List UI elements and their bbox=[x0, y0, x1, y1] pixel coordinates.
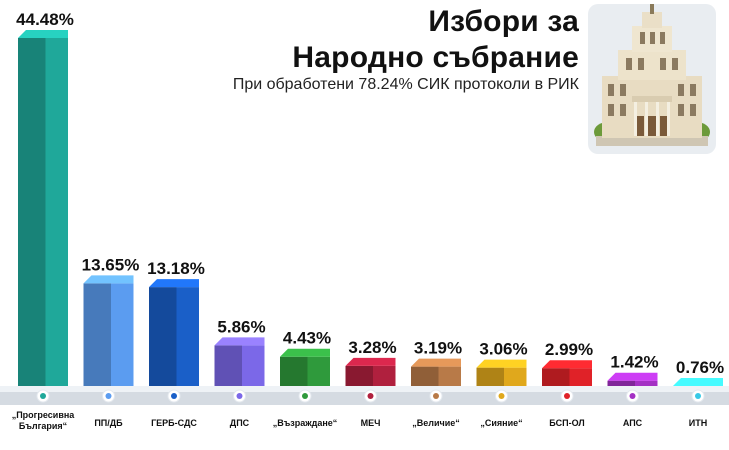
bar-top-face bbox=[18, 30, 68, 38]
bar-right-face bbox=[504, 367, 527, 392]
bar-left-face bbox=[214, 345, 242, 392]
bar-right-face bbox=[45, 38, 68, 392]
category-label: „Величие“ bbox=[412, 418, 460, 428]
category-label: ГЕРБ-СДС bbox=[151, 418, 197, 428]
bar-left-face bbox=[18, 38, 46, 392]
bar-right-face bbox=[307, 356, 330, 392]
bar-value-label: 13.65% bbox=[82, 255, 140, 274]
category-label: АПС bbox=[623, 418, 643, 428]
bar-value-label: 1.42% bbox=[610, 353, 658, 372]
bar-value-label: 3.19% bbox=[414, 339, 462, 358]
chart-title-line1: Избори за bbox=[428, 5, 579, 38]
category-label: ДПС bbox=[230, 418, 250, 428]
marker-dot bbox=[302, 393, 308, 399]
bar-top-face bbox=[542, 360, 592, 369]
marker-dot bbox=[236, 393, 243, 399]
category-label: ПП/ДБ bbox=[94, 418, 123, 428]
bar-value-label: 13.18% bbox=[147, 259, 205, 278]
bar-right-face bbox=[111, 283, 134, 392]
marker-dot bbox=[695, 393, 701, 399]
category-label: БСП-ОЛ bbox=[549, 418, 584, 428]
bar-top-face bbox=[83, 275, 134, 284]
bar-value-label: 44.48% bbox=[16, 10, 74, 29]
marker-dot bbox=[105, 393, 112, 399]
bar-value-label: 3.28% bbox=[348, 338, 396, 357]
bar-right-face bbox=[176, 287, 199, 392]
bar bbox=[83, 275, 134, 392]
marker-dot bbox=[433, 393, 439, 399]
bar-left-face bbox=[83, 283, 111, 392]
category-label: „Възраждане“ bbox=[273, 418, 338, 428]
marker-dot bbox=[171, 393, 177, 399]
bar-value-label: 2.99% bbox=[545, 340, 593, 359]
marker-dot bbox=[629, 393, 636, 399]
bar-top-face bbox=[411, 358, 461, 367]
chart-title-line2: Народно събрание bbox=[292, 41, 579, 74]
marker-dot bbox=[367, 393, 374, 399]
bar-value-label: 4.43% bbox=[283, 329, 331, 348]
bar-right-face bbox=[438, 366, 461, 392]
category-label: България“ bbox=[19, 421, 67, 431]
marker-dot bbox=[564, 393, 570, 399]
parliament-building-icon bbox=[588, 4, 716, 154]
bar bbox=[280, 348, 330, 392]
bar-right-face bbox=[242, 345, 265, 392]
marker-dot bbox=[40, 393, 46, 399]
bar-top-face bbox=[345, 357, 396, 366]
bar-value-label: 0.76% bbox=[676, 358, 724, 377]
chart-subtitle: При обработени 78.24% СИК протоколи в РИ… bbox=[232, 76, 579, 93]
chart-base-top bbox=[0, 386, 729, 392]
bar-top-face bbox=[476, 359, 527, 368]
bar-top-face bbox=[214, 337, 265, 346]
bar-top-face bbox=[673, 377, 723, 386]
bar bbox=[149, 279, 199, 392]
bar-right-face bbox=[373, 365, 396, 392]
bar bbox=[214, 337, 265, 392]
marker-dot bbox=[498, 393, 505, 399]
category-label: МЕЧ bbox=[361, 418, 381, 428]
bar bbox=[18, 30, 68, 392]
bar-top-face bbox=[149, 279, 199, 288]
category-label: „Сияние“ bbox=[480, 418, 522, 428]
category-label: ИТН bbox=[689, 418, 707, 428]
bar-top-face bbox=[607, 372, 658, 381]
bar-left-face bbox=[149, 287, 177, 392]
category-label: „Прогресивна bbox=[12, 410, 76, 420]
bar-top-face bbox=[280, 348, 330, 357]
bar-value-label: 3.06% bbox=[479, 340, 527, 359]
title-block: Избори за Народно събрание bbox=[292, 4, 579, 76]
bar-value-label: 5.86% bbox=[217, 317, 265, 336]
